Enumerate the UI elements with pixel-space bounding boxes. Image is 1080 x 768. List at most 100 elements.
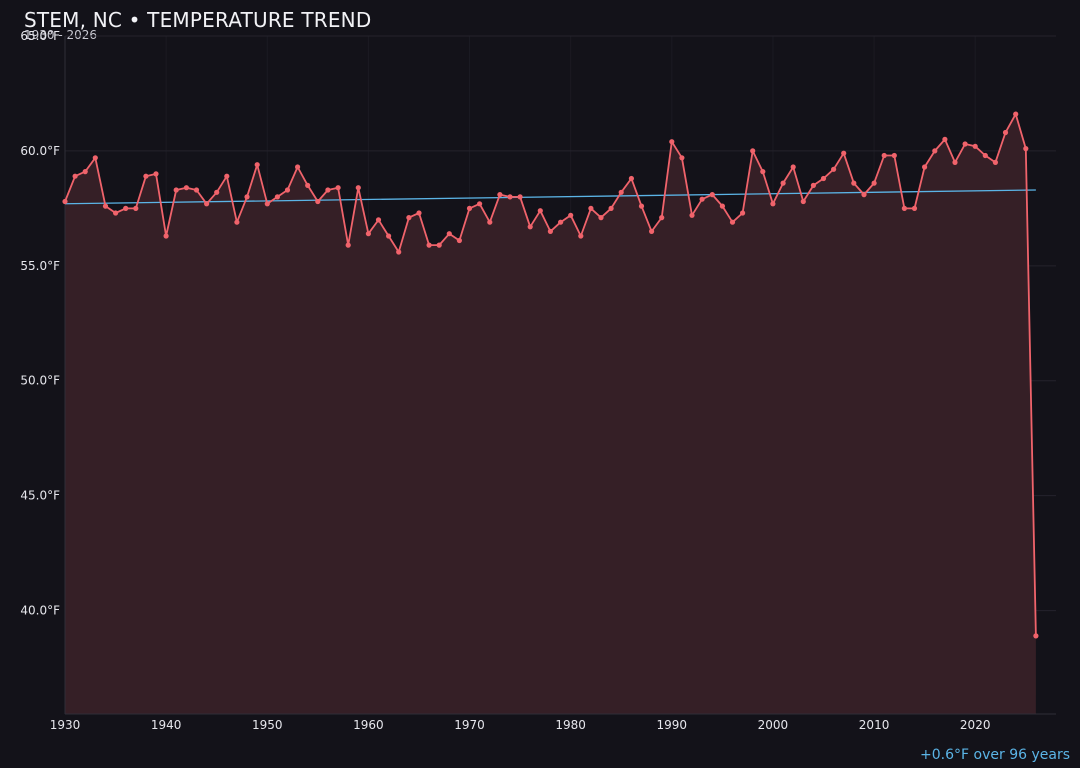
data-point [274,194,280,200]
data-point [1013,111,1019,117]
x-tick-label: 1980 [555,718,586,732]
data-point [598,215,604,221]
data-point [922,164,928,170]
data-point [760,169,766,175]
data-point [588,205,594,211]
data-point [558,219,564,225]
data-point [679,155,685,161]
data-point [82,169,88,175]
data-point [315,198,321,205]
data-point [628,175,635,182]
data-point [891,152,897,159]
data-point [638,203,645,209]
data-point [375,217,382,223]
chart-title: STEM, NC • TEMPERATURE TREND [24,8,372,32]
data-point [881,152,887,159]
trend-line [64,189,1036,205]
y-tick-label: 60.0°F [20,144,60,158]
data-point [193,187,200,193]
data-points [62,111,1039,639]
trend-line-segment [64,189,1036,205]
data-point [962,141,968,147]
y-tick-label: 65.0°F [20,29,60,43]
y-axis-ticks: 40.0°F 45.0°F 50.0°F 55.0°F 60.0°F 65.0°F [20,29,60,618]
data-point [649,228,655,234]
data-point [355,185,361,191]
data-point [497,192,503,198]
y-tick-label: 40.0°F [20,604,60,618]
data-point [365,231,371,237]
data-point [537,208,543,214]
data-point [952,159,958,165]
data-point [436,242,442,248]
data-point [871,180,877,186]
data-point [861,192,867,198]
data-point [264,201,270,207]
x-tick-label: 2020 [960,718,991,732]
data-point [153,171,159,177]
data-point [102,203,109,209]
data-point [456,237,462,244]
data-point [72,173,78,179]
data-point [113,210,119,216]
data-point [911,205,918,211]
data-point [62,198,68,205]
data-point [709,192,715,198]
data-point [568,212,574,218]
y-tick-label: 45.0°F [20,489,60,503]
data-point [335,185,341,191]
x-tick-label: 2000 [758,718,789,732]
data-point [517,194,523,200]
data-point [507,194,513,200]
data-point [305,182,311,188]
data-point [416,210,422,216]
data-point [1033,633,1039,639]
x-tick-label: 2010 [859,718,890,732]
chart-subtitle: 1930 - 2026 [24,28,98,42]
data-point [770,201,776,207]
y-tick-label: 55.0°F [20,259,60,273]
data-point [729,219,736,225]
x-tick-label: 1950 [252,718,283,732]
data-point [477,201,483,207]
data-point [163,233,169,239]
data-point [173,187,179,193]
data-point [608,205,614,211]
trend-annotation: +0.6°F over 96 years [920,747,1070,763]
data-point [932,148,938,154]
data-point [325,187,331,193]
data-point [669,139,675,145]
axes [64,36,1056,715]
data-point [234,219,240,225]
data-point [992,159,999,165]
data-point [426,242,432,248]
x-tick-label: 1930 [50,718,81,732]
data-point [1002,129,1009,136]
data-point [183,185,189,191]
data-point [123,205,129,211]
data-point [750,148,756,154]
x-axis-ticks: 1930 1940 1950 1960 1970 1980 1990 2000 2010 2020 [50,718,991,732]
temperature-area [65,114,1036,715]
data-point [942,136,948,142]
data-point [578,233,584,239]
data-point [1023,146,1029,152]
data-point [204,201,210,207]
x-tick-label: 1990 [657,718,688,732]
data-point [841,150,847,156]
data-point [699,196,705,202]
data-point [982,152,988,159]
data-point [133,205,139,211]
data-point [740,210,746,216]
data-point [689,212,695,218]
data-point [396,249,402,255]
data-point [345,242,351,248]
data-point [143,173,149,179]
data-point [851,180,857,186]
data-point [790,164,796,170]
data-point [446,231,452,237]
data-point [466,205,473,211]
data-point [547,228,554,234]
x-tick-label: 1970 [454,718,485,732]
data-point [780,180,786,186]
